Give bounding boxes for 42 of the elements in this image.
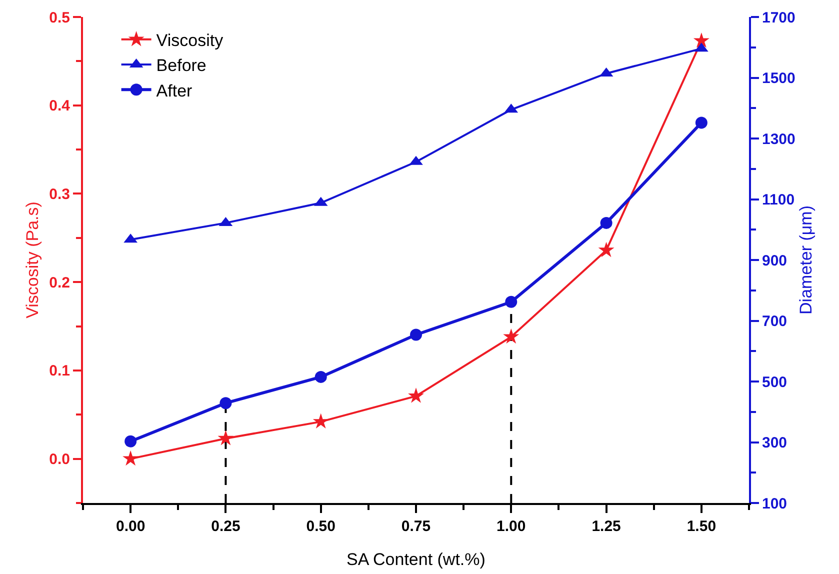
point [693,32,710,48]
y-tick-label: 0.4 [49,98,71,115]
y-axis-title: Viscosity (Pa.s) [23,202,42,318]
y-tick-label: 0.3 [49,186,70,203]
x-tick-label: 1.00 [496,518,526,535]
y2-tick-label: 300 [762,434,788,452]
point [410,328,422,341]
x-tick-label: 0.25 [211,518,240,535]
x-axis-title: SA Content (wt.%) [346,550,486,569]
point [503,328,520,344]
point [314,370,327,383]
legend-label: Viscosity [156,31,224,50]
y2-tick-label: 900 [762,252,788,270]
y-tick-label: 0.2 [49,274,70,292]
y2-tick-label: 100 [762,495,788,512]
point [312,413,329,429]
point [598,242,614,258]
point [124,435,137,448]
y2-tick-label: 1500 [762,70,796,87]
y2-axis-title: Diameter (μm) [796,206,816,314]
y-tick-label: 0.1 [49,362,70,380]
x-tick-label: 1.50 [686,518,716,535]
point [695,116,708,129]
point [408,388,424,403]
x-tick-label: 0.75 [401,518,431,535]
point [220,397,232,410]
y2-tick-label: 1100 [762,192,795,208]
point [505,296,518,308]
x-tick-label: 1.25 [592,518,621,535]
point [122,450,139,466]
y2-tick-label: 1700 [762,9,796,26]
point [218,430,234,446]
y2-tick-label: 700 [762,313,788,330]
x-tick-label: 0.00 [116,518,146,535]
y2-tick-label: 1300 [762,130,796,148]
y2-tick-label: 500 [762,374,788,391]
legend-label: After [156,81,193,100]
legend-label: Before [156,56,206,76]
y-tick-label: 0.5 [49,9,70,26]
point [600,216,612,229]
x-tick-label: 0.50 [306,518,336,535]
y-tick-label: 0.0 [49,451,70,468]
